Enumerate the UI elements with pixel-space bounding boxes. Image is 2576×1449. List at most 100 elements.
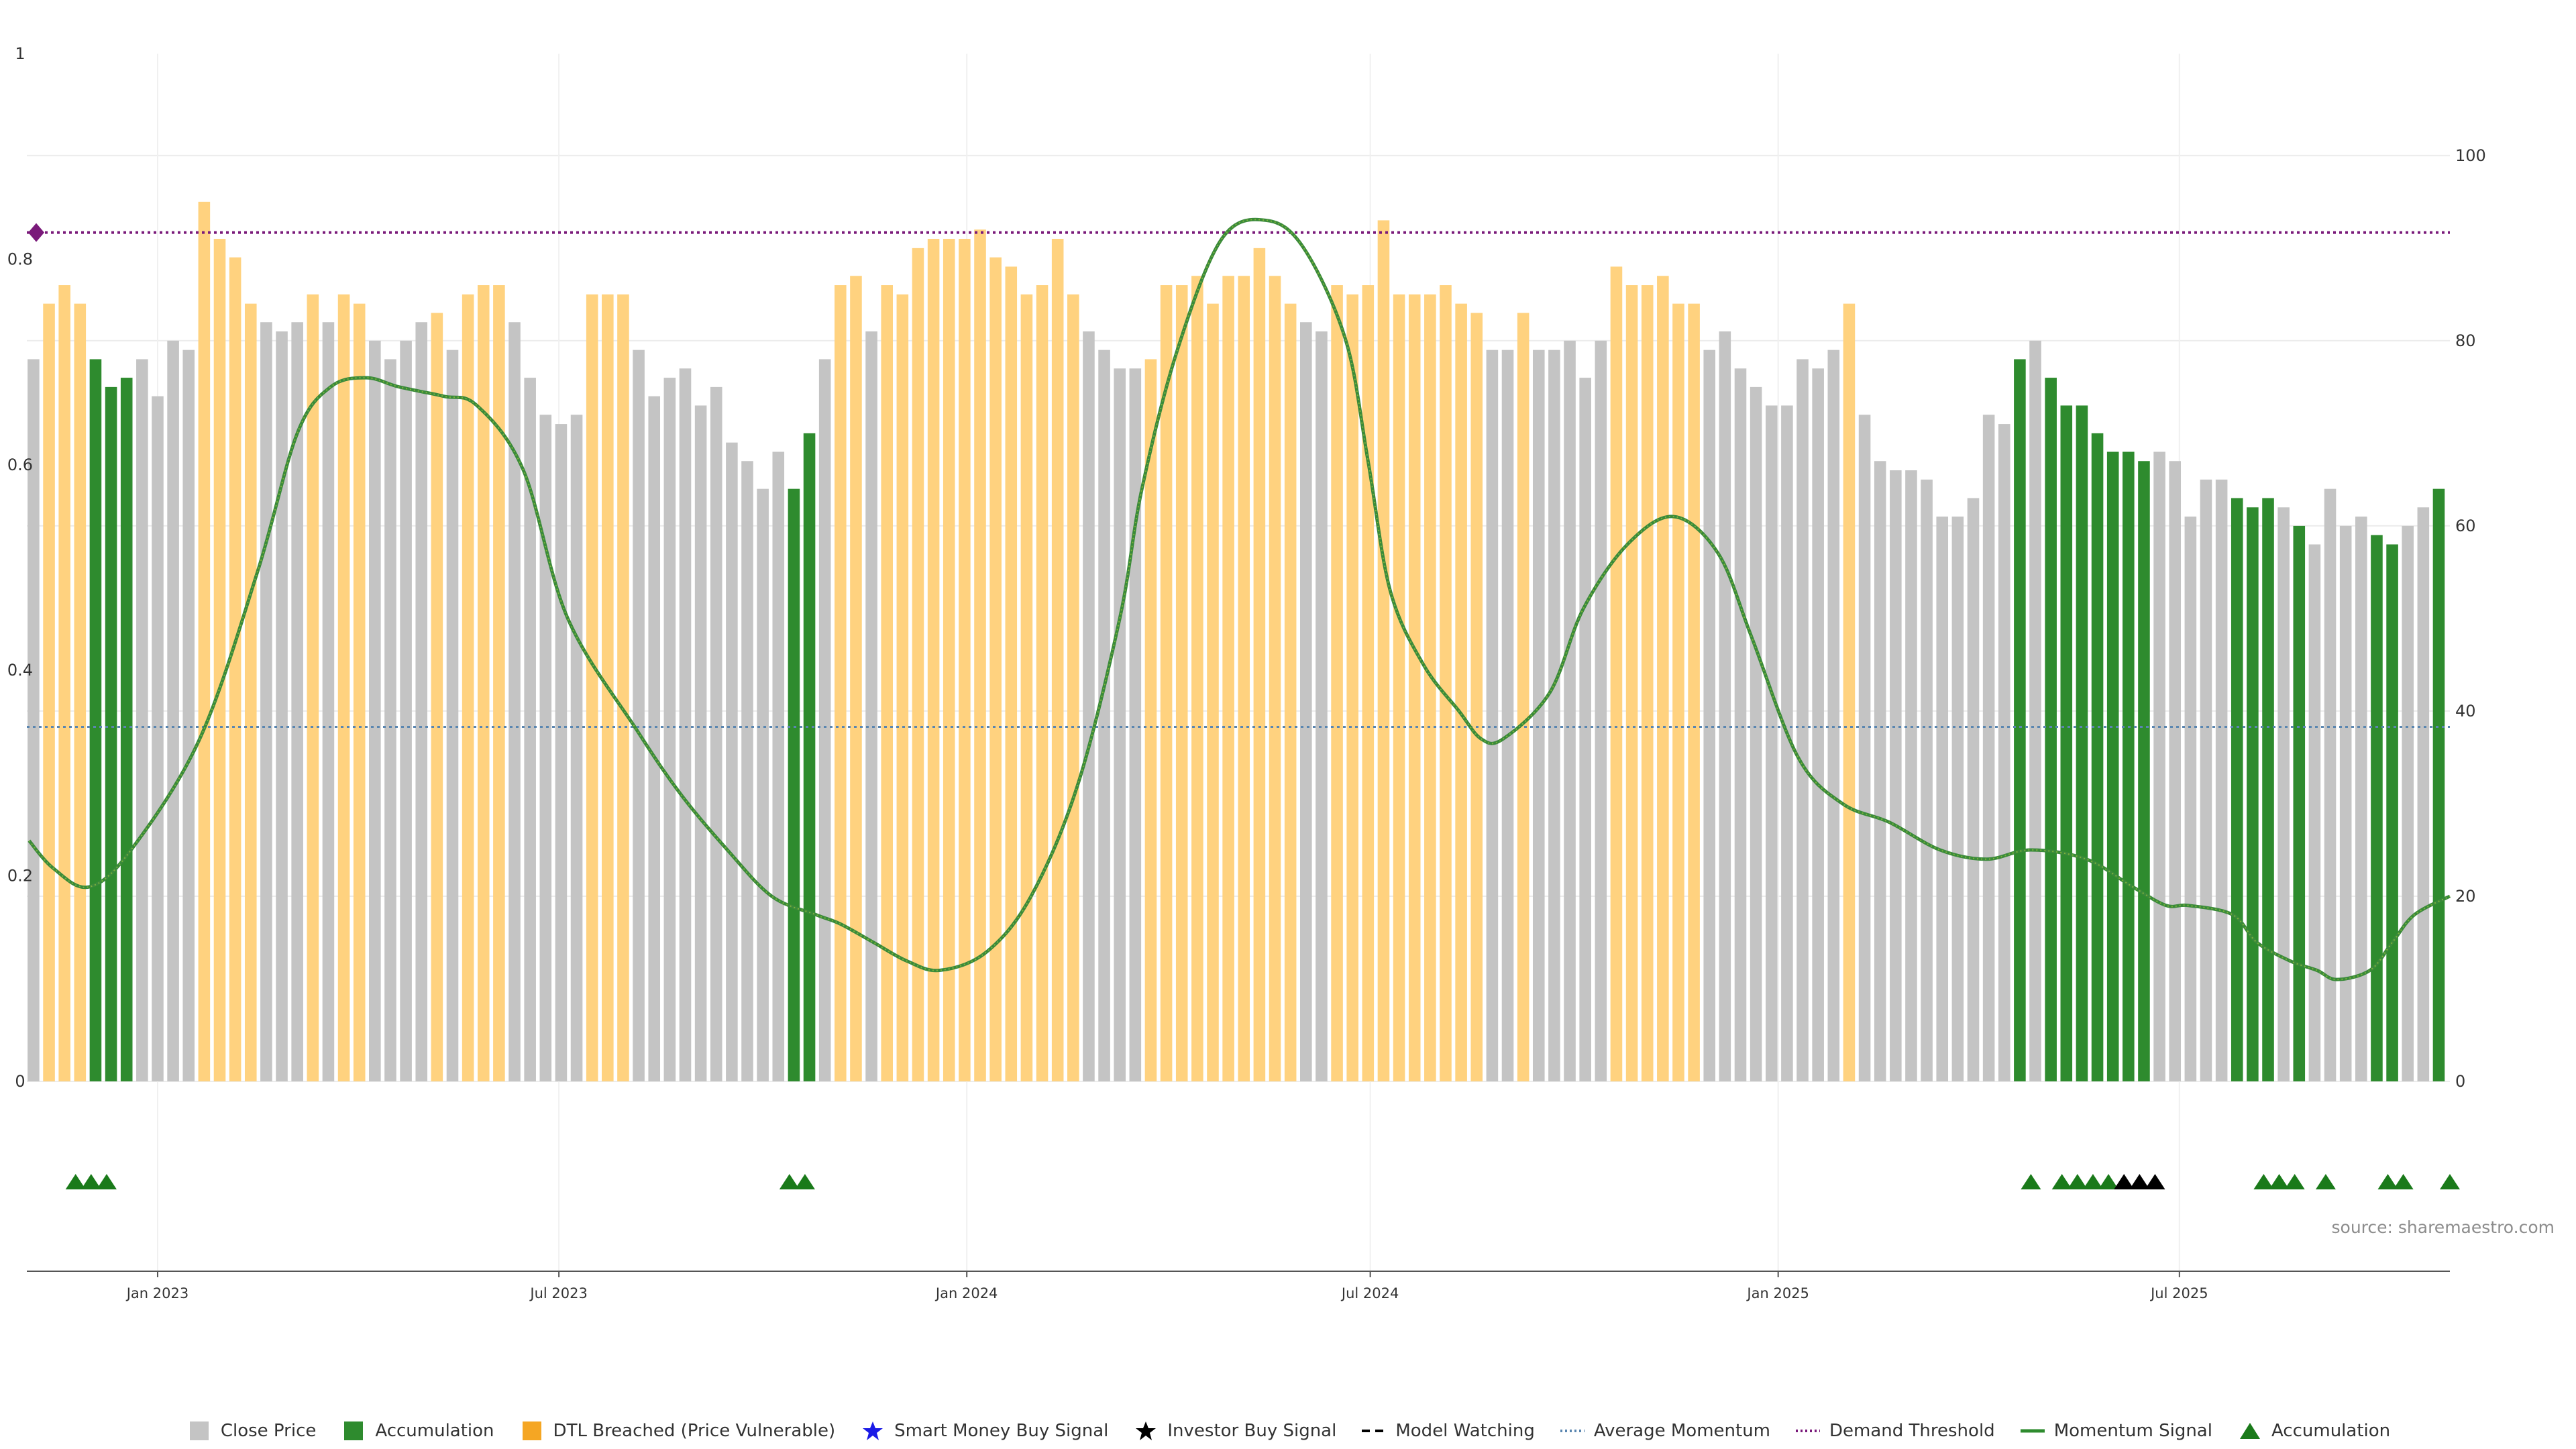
x-tick-label-3: Jul 2024 (1340, 1285, 1399, 1301)
bar-57 (912, 248, 924, 1081)
bar-56 (896, 294, 909, 1082)
bar-34 (555, 424, 568, 1081)
bar-11 (198, 201, 211, 1081)
accumulation-marker-15 (2284, 1174, 2305, 1189)
blue-star-icon (863, 1421, 883, 1440)
bar-121 (1905, 470, 1917, 1081)
right-tick-label-4: 80 (2455, 331, 2476, 350)
bar-81 (1284, 303, 1297, 1081)
bar-71 (1129, 368, 1142, 1082)
legend-smart-money-label: Smart Money Buy Signal (894, 1421, 1109, 1441)
bar-142 (2231, 498, 2243, 1081)
bar-0 (28, 359, 40, 1081)
accumulation-marker-5 (2021, 1174, 2041, 1189)
bar-98 (1548, 350, 1560, 1081)
legend-dtl-label: DTL Breached (Price Vulnerable) (553, 1421, 836, 1441)
accumulation-marker-14 (2269, 1174, 2290, 1189)
legend: Close Price Accumulation DTL Breached (P… (0, 1414, 2576, 1448)
signal-markers (65, 1174, 2460, 1189)
left-tick-label-2: 0.4 (7, 661, 33, 680)
bar-96 (1517, 313, 1529, 1081)
legend-smart-money: Smart Money Buy Signal (859, 1421, 1108, 1441)
bar-122 (1921, 479, 1933, 1081)
bar-72 (1144, 359, 1157, 1081)
bar-68 (1083, 331, 1095, 1081)
legend-demand-threshold: Demand Threshold (1794, 1421, 1995, 1441)
reference-lines (27, 223, 2450, 728)
x-tick-label-0: Jan 2023 (125, 1285, 189, 1301)
bar-92 (1455, 303, 1467, 1081)
bar-145 (2277, 507, 2290, 1081)
bar-82 (1300, 322, 1312, 1082)
bar-83 (1316, 331, 1328, 1081)
bar-73 (1160, 285, 1173, 1081)
bar-93 (1470, 313, 1483, 1081)
bar-104 (1641, 285, 1654, 1081)
bar-16 (276, 331, 288, 1081)
bar-27 (446, 350, 459, 1081)
bar-129 (2029, 340, 2041, 1082)
bar-154 (2417, 507, 2430, 1081)
left-tick-label-3: 0.6 (7, 455, 33, 474)
legend-accumulation-label: Accumulation (375, 1421, 494, 1441)
legend-dtl: DTL Breached (Price Vulnerable) (519, 1421, 836, 1441)
bar-143 (2247, 507, 2259, 1081)
accumulation-marker-13 (2253, 1174, 2274, 1189)
bar-86 (1362, 285, 1375, 1081)
bar-55 (881, 285, 894, 1081)
bar-61 (974, 229, 986, 1081)
dotted-purple-line-icon (1796, 1430, 1821, 1432)
accumulation-marker-8 (2082, 1174, 2103, 1189)
bar-80 (1269, 276, 1281, 1081)
right-tick-label-2: 40 (2455, 702, 2476, 720)
bar-50 (803, 433, 816, 1081)
bar-18 (307, 294, 319, 1082)
accumulation-marker-4 (794, 1174, 815, 1189)
bars (28, 201, 2445, 1082)
accumulation-marker-6 (2051, 1174, 2072, 1189)
bar-28 (462, 294, 474, 1082)
bar-59 (943, 239, 955, 1082)
bar-42 (679, 368, 692, 1082)
bar-84 (1331, 285, 1343, 1081)
accumulation-marker-19 (2440, 1174, 2460, 1189)
bar-64 (1020, 294, 1033, 1082)
bar-12 (213, 239, 226, 1082)
bar-151 (2371, 535, 2383, 1081)
bar-133 (2091, 433, 2104, 1081)
bar-32 (524, 378, 536, 1082)
dashed-line-icon (1362, 1430, 1387, 1432)
bar-58 (927, 239, 940, 1082)
source-note: source: sharemaestro.com (2332, 1218, 2555, 1237)
bar-36 (586, 294, 598, 1082)
legend-model-watching-label: Model Watching (1395, 1421, 1535, 1441)
bar-69 (1098, 350, 1110, 1081)
bar-146 (2293, 525, 2306, 1081)
bar-119 (1874, 461, 1886, 1081)
demand-threshold-diamond-icon (28, 223, 44, 242)
close-price-swatch (189, 1421, 209, 1440)
right-tick-label-0: 0 (2455, 1072, 2465, 1091)
bar-65 (1036, 285, 1049, 1081)
bar-116 (1827, 350, 1840, 1081)
axes: 0 0.2 0.4 0.6 0.8 1 0 20 40 60 80 100 Jan 2023 Jul 20… (7, 44, 2486, 1301)
bar-46 (741, 461, 753, 1081)
left-tick-label-5: 1 (15, 44, 25, 63)
accumulation-marker-7 (2067, 1174, 2088, 1189)
accumulation-marker-18 (2393, 1174, 2414, 1189)
bar-1 (43, 303, 55, 1081)
bar-91 (1440, 285, 1452, 1081)
momentum-signal-highlight (28, 219, 2451, 981)
legend-average-momentum: Average Momentum (1559, 1421, 1770, 1441)
legend-accumulation-marker: Accumulation (2237, 1421, 2390, 1441)
bar-101 (1595, 340, 1607, 1082)
accumulation-marker-17 (2377, 1174, 2398, 1189)
bar-26 (431, 313, 443, 1081)
bar-4 (89, 359, 102, 1081)
bar-114 (1796, 359, 1809, 1081)
bar-141 (2215, 479, 2228, 1081)
bar-67 (1067, 294, 1079, 1082)
bar-9 (167, 340, 179, 1082)
bar-8 (152, 396, 164, 1081)
bar-100 (1579, 378, 1591, 1082)
